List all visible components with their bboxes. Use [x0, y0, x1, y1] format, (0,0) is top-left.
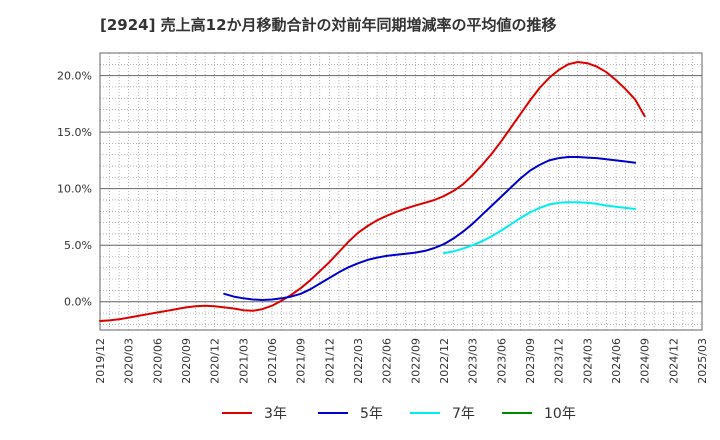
series-line-7年: [443, 201, 637, 255]
legend-label: 3年: [264, 406, 287, 422]
x-tick-label: 2020/12: [209, 338, 222, 384]
plot-area: 0.0% 5.0% 10.0% 15.0% 20.0% 2019/12 2020/03 202…: [57, 52, 709, 384]
x-tick-label: 2022/12: [438, 338, 451, 384]
y-tick-label: 5.0%: [64, 239, 92, 252]
series-line-3年: [99, 61, 646, 322]
x-tick-label: 2023/03: [467, 338, 480, 384]
series-line-5年: [223, 156, 637, 301]
y-tick-label: 0.0%: [64, 296, 92, 309]
x-tick-label: 2021/09: [295, 338, 308, 384]
x-tick-label: 2021/12: [323, 338, 336, 384]
x-tick-label: 2020/06: [151, 338, 164, 384]
x-tick-label: 2022/09: [409, 338, 422, 384]
y-tick-label: 15.0%: [57, 126, 92, 139]
y-tick-label: 20.0%: [57, 70, 92, 83]
x-tick-label: 2019/12: [94, 338, 107, 384]
x-tick-label: 2024/06: [610, 338, 623, 384]
chart-title: [2924] 売上高12か月移動合計の対前年同期増減率の平均値の推移: [100, 16, 557, 34]
x-tick-label: 2023/12: [553, 338, 566, 384]
plot-border: [99, 52, 703, 331]
x-tick-label: 2022/03: [352, 338, 365, 384]
x-tick-label: 2022/06: [381, 338, 394, 384]
legend-label: 10年: [544, 406, 576, 422]
x-tick-label: 2024/12: [667, 338, 680, 384]
x-tick-label: 2023/06: [495, 338, 508, 384]
legend-label: 7年: [452, 406, 475, 422]
legend: 3年 5年 7年 10年: [222, 406, 576, 422]
x-tick-label: 2023/09: [524, 338, 537, 384]
x-tick-label: 2024/03: [581, 338, 594, 384]
plot-background: [100, 53, 702, 330]
x-tick-label: 2024/09: [639, 338, 652, 384]
x-tick-label: 2020/09: [180, 338, 193, 384]
x-tick-label: 2020/03: [123, 338, 136, 384]
x-tick-label: 2025/03: [696, 338, 709, 384]
x-tick-label: 2021/03: [237, 338, 250, 384]
y-tick-label: 10.0%: [57, 183, 92, 196]
x-tick-label: 2021/06: [266, 338, 279, 384]
legend-label: 5年: [360, 406, 383, 422]
